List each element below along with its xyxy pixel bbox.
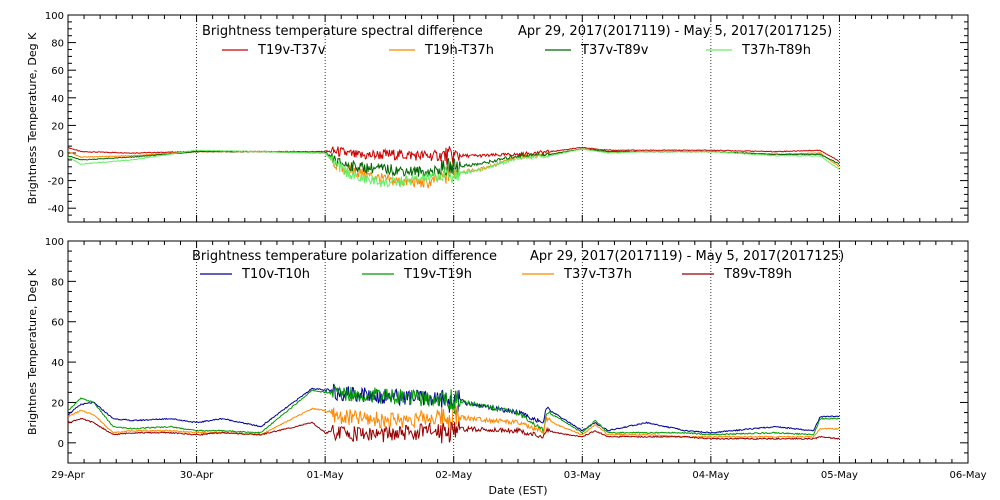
spectral-difference-panel: -40 -20 0 20 40 60 80 100 Brightness temperature…	[26, 11, 969, 223]
y-tick-label: 100	[45, 11, 64, 22]
legend-label: T19h-T37h	[424, 43, 494, 58]
y-tick-label: -20	[48, 177, 64, 188]
y-tick-label: 20	[51, 121, 64, 132]
legend-label: T37v-T37h	[563, 267, 632, 282]
y-tick-label: 0	[58, 439, 64, 450]
x-tick-label: 29-Apr	[51, 470, 85, 481]
x-tick-label: 03-May	[564, 470, 601, 481]
y-tick-label: 60	[51, 318, 64, 329]
chart-title: Brightness temperature polarization diff…	[192, 249, 497, 264]
y-axis-title: Brightness Temperature, Deg K	[26, 32, 39, 204]
y-tick-label: 80	[51, 277, 64, 288]
polarization-difference-panel: 0 20 40 60 80 100 Brightness temperature polar…	[26, 237, 987, 497]
chart-title: Brightness temperature spectral differen…	[202, 24, 483, 39]
y-tick-label: 20	[51, 398, 64, 409]
y-tick-label: 40	[51, 358, 64, 369]
y-tick-label: 0	[58, 149, 64, 160]
x-tick-label: 01-May	[307, 470, 344, 481]
x-tick-label: 04-May	[692, 470, 729, 481]
series-line-T37h-T89h	[67, 148, 840, 189]
x-tick-label: 05-May	[821, 470, 858, 481]
legend-label: T19v-T19h	[403, 267, 472, 282]
legend-label: T10v-T10h	[241, 267, 310, 282]
legend-label: T89v-T89h	[723, 267, 792, 282]
legend-label: T19v-T37v	[257, 43, 326, 58]
y-tick-label: 40	[51, 94, 64, 105]
y-tick-label: -40	[48, 204, 64, 215]
series-line-T37v-T37h	[67, 405, 840, 439]
y-tick-label: 60	[51, 66, 64, 77]
y-axis-title: Brightnes Temperature, Deg K	[26, 268, 39, 435]
legend-label: T37v-T89v	[580, 43, 649, 58]
plot-frame	[67, 14, 969, 223]
date-range: Apr 29, 2017(2017119) - May 5, 2017(2017…	[530, 249, 844, 264]
y-tick-label: 80	[51, 39, 64, 50]
x-tick-label: 02-May	[435, 470, 472, 481]
y-tick-label: 100	[45, 237, 64, 248]
x-tick-label: 06-May	[949, 470, 986, 481]
legend-label: T37h-T89h	[741, 43, 811, 58]
x-axis-title: Date (EST)	[488, 484, 547, 497]
x-tick-label: 30-Apr	[180, 470, 214, 481]
series-line-T89v-T89h	[67, 417, 840, 444]
series-line-T19v-T19h	[67, 385, 840, 436]
date-range: Apr 29, 2017(2017119) - May 5, 2017(2017…	[518, 24, 832, 39]
